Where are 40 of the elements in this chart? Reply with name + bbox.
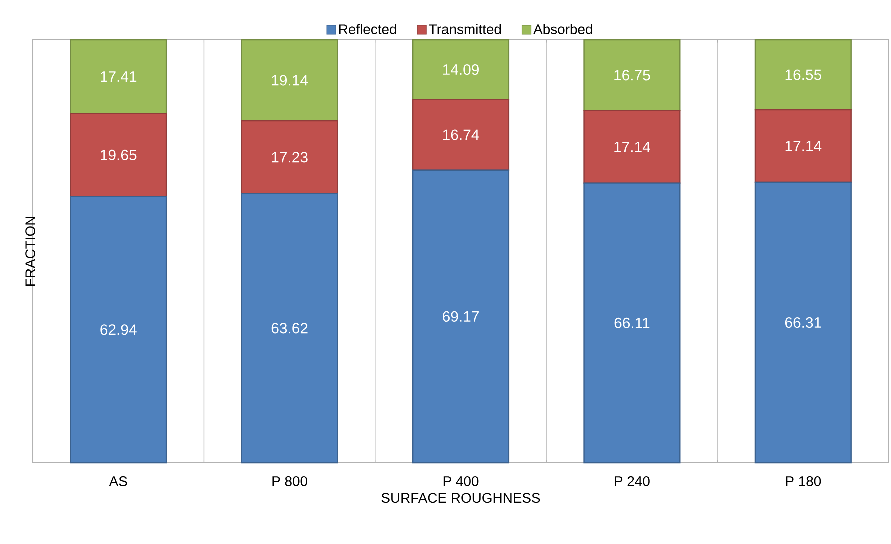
data-label: 17.14 [786, 141, 822, 152]
data-label: 19.65 [101, 150, 137, 160]
bar [754, 109, 852, 184]
data-label: 63.62 [272, 323, 308, 334]
data-label: 16.75 [614, 70, 650, 81]
data-label: 62.94 [100, 324, 137, 336]
bar [241, 193, 338, 464]
bar [412, 170, 510, 464]
bar [412, 98, 510, 171]
bar [754, 39, 852, 111]
data-label: 17.23 [272, 152, 308, 163]
bar [584, 182, 681, 464]
legend-label: Transmitted [429, 24, 502, 34]
x-tick-label: P 800 [272, 476, 308, 486]
bar [241, 39, 338, 122]
data-label: 17.41 [101, 72, 137, 82]
bar [754, 182, 852, 464]
bar [584, 39, 681, 112]
data-label: 17.14 [614, 142, 650, 152]
data-label: 14.09 [443, 64, 479, 76]
data-label: 69.17 [443, 311, 479, 322]
x-tick-label: P 180 [786, 476, 822, 486]
bar [584, 110, 681, 184]
x-tick-label: AS [109, 476, 128, 486]
x-axis-title: SURFACE ROUGHNESS [382, 493, 540, 504]
x-tick-label: P 400 [444, 476, 479, 486]
legend-label: Absorbed [534, 24, 592, 34]
bar [70, 113, 168, 198]
data-label: 66.11 [614, 318, 650, 328]
bar [241, 120, 338, 194]
x-tick-label: P 240 [615, 476, 650, 486]
bar [412, 39, 510, 100]
bar [70, 39, 168, 114]
bar [70, 196, 168, 464]
data-label: 66.31 [785, 317, 822, 328]
legend-label: Reflected [339, 24, 396, 34]
data-label: 19.14 [272, 75, 308, 86]
data-label: 16.55 [786, 70, 822, 80]
y-axis-title: FRACTION [26, 216, 36, 286]
data-label: 16.74 [443, 130, 480, 140]
